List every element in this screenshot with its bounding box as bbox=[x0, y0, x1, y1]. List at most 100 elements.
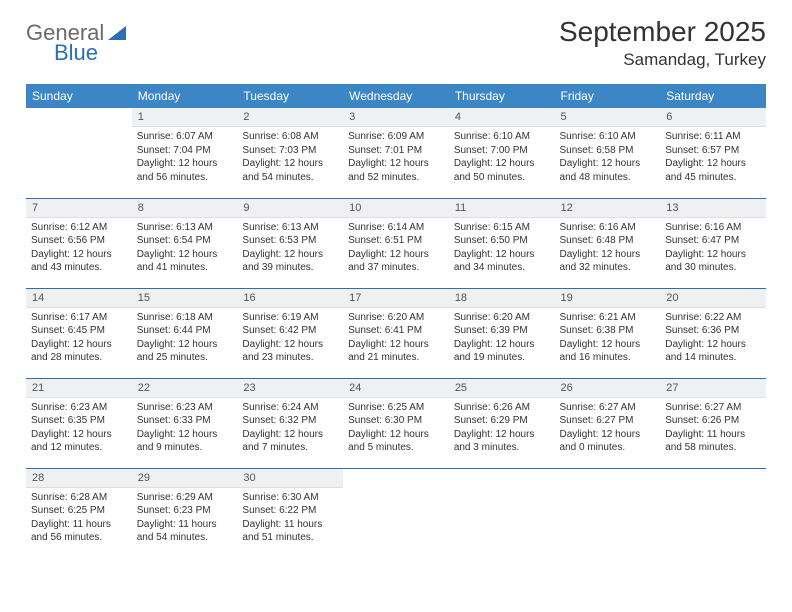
page-title: September 2025 bbox=[559, 16, 766, 48]
sunset-line: Sunset: 6:50 PM bbox=[454, 234, 550, 248]
day-info: Sunrise: 6:12 AMSunset: 6:56 PMDaylight:… bbox=[26, 218, 132, 279]
day-number: 20 bbox=[660, 289, 766, 308]
day-number: 19 bbox=[555, 289, 661, 308]
day-number: 3 bbox=[343, 108, 449, 127]
sunset-line: Sunset: 6:32 PM bbox=[242, 414, 338, 428]
calendar-day-cell: 15Sunrise: 6:18 AMSunset: 6:44 PMDayligh… bbox=[132, 288, 238, 378]
day-number: 23 bbox=[237, 379, 343, 398]
weekday-header: Tuesday bbox=[237, 84, 343, 108]
logo-line2: Blue bbox=[54, 42, 104, 64]
day-info: Sunrise: 6:13 AMSunset: 6:53 PMDaylight:… bbox=[237, 218, 343, 279]
sunset-line: Sunset: 6:42 PM bbox=[242, 324, 338, 338]
calendar-day-cell: 4Sunrise: 6:10 AMSunset: 7:00 PMDaylight… bbox=[449, 108, 555, 198]
sunset-line: Sunset: 6:54 PM bbox=[137, 234, 233, 248]
sunset-line: Sunset: 6:25 PM bbox=[31, 504, 127, 518]
daylight-line: Daylight: 12 hours and 19 minutes. bbox=[454, 338, 550, 365]
sunrise-line: Sunrise: 6:18 AM bbox=[137, 311, 233, 325]
daylight-line: Daylight: 12 hours and 52 minutes. bbox=[348, 157, 444, 184]
day-info: Sunrise: 6:10 AMSunset: 6:58 PMDaylight:… bbox=[555, 127, 661, 188]
day-number: 8 bbox=[132, 199, 238, 218]
day-info: Sunrise: 6:29 AMSunset: 6:23 PMDaylight:… bbox=[132, 488, 238, 549]
sunrise-line: Sunrise: 6:29 AM bbox=[137, 491, 233, 505]
day-info: Sunrise: 6:18 AMSunset: 6:44 PMDaylight:… bbox=[132, 308, 238, 369]
daylight-line: Daylight: 12 hours and 32 minutes. bbox=[560, 248, 656, 275]
sunset-line: Sunset: 6:58 PM bbox=[560, 144, 656, 158]
day-number: 2 bbox=[237, 108, 343, 127]
sunset-line: Sunset: 6:48 PM bbox=[560, 234, 656, 248]
calendar-day-cell: 30Sunrise: 6:30 AMSunset: 6:22 PMDayligh… bbox=[237, 468, 343, 558]
day-info: Sunrise: 6:25 AMSunset: 6:30 PMDaylight:… bbox=[343, 398, 449, 459]
sunrise-line: Sunrise: 6:20 AM bbox=[348, 311, 444, 325]
sunrise-line: Sunrise: 6:20 AM bbox=[454, 311, 550, 325]
day-info: Sunrise: 6:23 AMSunset: 6:33 PMDaylight:… bbox=[132, 398, 238, 459]
sunset-line: Sunset: 6:23 PM bbox=[137, 504, 233, 518]
calendar-week-row: 14Sunrise: 6:17 AMSunset: 6:45 PMDayligh… bbox=[26, 288, 766, 378]
calendar-day-cell: 1Sunrise: 6:07 AMSunset: 7:04 PMDaylight… bbox=[132, 108, 238, 198]
sunset-line: Sunset: 6:30 PM bbox=[348, 414, 444, 428]
sunset-line: Sunset: 6:39 PM bbox=[454, 324, 550, 338]
sunrise-line: Sunrise: 6:21 AM bbox=[560, 311, 656, 325]
daylight-line: Daylight: 12 hours and 56 minutes. bbox=[137, 157, 233, 184]
calendar-empty-cell: . bbox=[449, 468, 555, 558]
day-info: Sunrise: 6:17 AMSunset: 6:45 PMDaylight:… bbox=[26, 308, 132, 369]
day-info: Sunrise: 6:09 AMSunset: 7:01 PMDaylight:… bbox=[343, 127, 449, 188]
day-number: 15 bbox=[132, 289, 238, 308]
day-number: 7 bbox=[26, 199, 132, 218]
day-number: 18 bbox=[449, 289, 555, 308]
day-info: Sunrise: 6:19 AMSunset: 6:42 PMDaylight:… bbox=[237, 308, 343, 369]
day-info: Sunrise: 6:22 AMSunset: 6:36 PMDaylight:… bbox=[660, 308, 766, 369]
calendar-week-row: 7Sunrise: 6:12 AMSunset: 6:56 PMDaylight… bbox=[26, 198, 766, 288]
day-info: Sunrise: 6:24 AMSunset: 6:32 PMDaylight:… bbox=[237, 398, 343, 459]
day-number: 29 bbox=[132, 469, 238, 488]
day-info: Sunrise: 6:14 AMSunset: 6:51 PMDaylight:… bbox=[343, 218, 449, 279]
sunset-line: Sunset: 6:41 PM bbox=[348, 324, 444, 338]
calendar-week-row: 28Sunrise: 6:28 AMSunset: 6:25 PMDayligh… bbox=[26, 468, 766, 558]
calendar-day-cell: 13Sunrise: 6:16 AMSunset: 6:47 PMDayligh… bbox=[660, 198, 766, 288]
day-number: 24 bbox=[343, 379, 449, 398]
daylight-line: Daylight: 12 hours and 12 minutes. bbox=[31, 428, 127, 455]
calendar-day-cell: 18 Sunrise: 6:20 AMSunset: 6:39 PMDayligh… bbox=[449, 288, 555, 378]
sunrise-line: Sunrise: 6:17 AM bbox=[31, 311, 127, 325]
calendar-empty-cell: . bbox=[343, 468, 449, 558]
day-info: Sunrise: 6:26 AMSunset: 6:29 PMDaylight:… bbox=[449, 398, 555, 459]
calendar-day-cell: 16Sunrise: 6:19 AMSunset: 6:42 PMDayligh… bbox=[237, 288, 343, 378]
day-info: Sunrise: 6:23 AMSunset: 6:35 PMDaylight:… bbox=[26, 398, 132, 459]
daylight-line: Daylight: 11 hours and 58 minutes. bbox=[665, 428, 761, 455]
calendar-empty-cell: . bbox=[660, 468, 766, 558]
daylight-line: Daylight: 11 hours and 51 minutes. bbox=[242, 518, 338, 545]
day-info: Sunrise: 6:30 AMSunset: 6:22 PMDaylight:… bbox=[237, 488, 343, 549]
sunrise-line: Sunrise: 6:12 AM bbox=[31, 221, 127, 235]
daylight-line: Daylight: 12 hours and 28 minutes. bbox=[31, 338, 127, 365]
weekday-header: Wednesday bbox=[343, 84, 449, 108]
daylight-line: Daylight: 12 hours and 23 minutes. bbox=[242, 338, 338, 365]
sunrise-line: Sunrise: 6:25 AM bbox=[348, 401, 444, 415]
calendar-day-cell: 24Sunrise: 6:25 AMSunset: 6:30 PMDayligh… bbox=[343, 378, 449, 468]
sunrise-line: Sunrise: 6:11 AM bbox=[665, 130, 761, 144]
sunset-line: Sunset: 6:53 PM bbox=[242, 234, 338, 248]
day-info: Sunrise: 6:20 AMSunset: 6:41 PMDaylight:… bbox=[343, 308, 449, 369]
daylight-line: Daylight: 12 hours and 5 minutes. bbox=[348, 428, 444, 455]
day-number: 11 bbox=[449, 199, 555, 218]
sunrise-line: Sunrise: 6:27 AM bbox=[560, 401, 656, 415]
sunrise-line: Sunrise: 6:24 AM bbox=[242, 401, 338, 415]
daylight-line: Daylight: 12 hours and 50 minutes. bbox=[454, 157, 550, 184]
calendar-day-cell: 5Sunrise: 6:10 AMSunset: 6:58 PMDaylight… bbox=[555, 108, 661, 198]
day-number: 13 bbox=[660, 199, 766, 218]
sunset-line: Sunset: 6:35 PM bbox=[31, 414, 127, 428]
day-info: Sunrise: 6:13 AMSunset: 6:54 PMDaylight:… bbox=[132, 218, 238, 279]
daylight-line: Daylight: 12 hours and 45 minutes. bbox=[665, 157, 761, 184]
sunset-line: Sunset: 6:27 PM bbox=[560, 414, 656, 428]
day-info: Sunrise: 6:08 AMSunset: 7:03 PMDaylight:… bbox=[237, 127, 343, 188]
sunset-line: Sunset: 6:44 PM bbox=[137, 324, 233, 338]
sunrise-line: Sunrise: 6:10 AM bbox=[454, 130, 550, 144]
calendar-week-row: .1Sunrise: 6:07 AMSunset: 7:04 PMDayligh… bbox=[26, 108, 766, 198]
calendar-day-cell: 12Sunrise: 6:16 AMSunset: 6:48 PMDayligh… bbox=[555, 198, 661, 288]
daylight-line: Daylight: 12 hours and 34 minutes. bbox=[454, 248, 550, 275]
sunrise-line: Sunrise: 6:23 AM bbox=[137, 401, 233, 415]
sunset-line: Sunset: 7:04 PM bbox=[137, 144, 233, 158]
calendar-day-cell: 22Sunrise: 6:23 AMSunset: 6:33 PMDayligh… bbox=[132, 378, 238, 468]
calendar-day-cell: 7Sunrise: 6:12 AMSunset: 6:56 PMDaylight… bbox=[26, 198, 132, 288]
sunrise-line: Sunrise: 6:19 AM bbox=[242, 311, 338, 325]
calendar-day-cell: 17Sunrise: 6:20 AMSunset: 6:41 PMDayligh… bbox=[343, 288, 449, 378]
calendar-day-cell: 23Sunrise: 6:24 AMSunset: 6:32 PMDayligh… bbox=[237, 378, 343, 468]
